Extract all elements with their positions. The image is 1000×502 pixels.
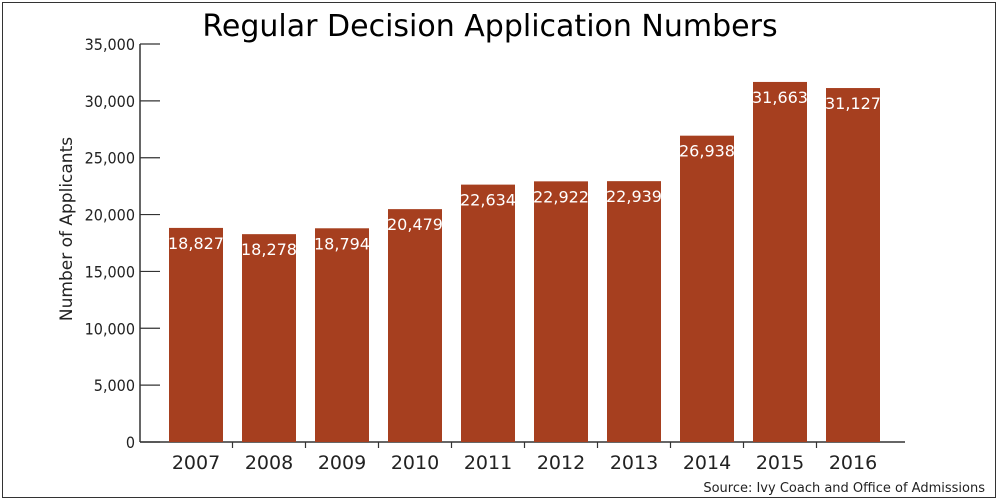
y-tick-label: 25,000 <box>85 149 135 168</box>
data-labels: 18,827 18,278 18,794 20,479 22,634 22,922 22,9… <box>168 88 881 259</box>
y-axis-label: Number of Applicants <box>57 137 77 321</box>
x-tick-label: 2016 <box>829 452 877 474</box>
data-label-2010: 20,479 <box>387 215 443 234</box>
data-label-2011: 22,634 <box>460 191 516 210</box>
x-tick-label: 2008 <box>245 452 293 474</box>
data-label-2012: 22,922 <box>533 187 589 206</box>
source-note: Source: Ivy Coach and Office of Admissio… <box>703 481 985 496</box>
data-label-2014: 26,938 <box>679 142 735 161</box>
x-tick-label: 2014 <box>683 452 731 474</box>
x-tick-label: 2011 <box>464 452 512 474</box>
x-tick-label: 2007 <box>172 452 220 474</box>
x-tick-label: 2013 <box>610 452 658 474</box>
x-tick-label: 2010 <box>391 452 439 474</box>
bar-2008 <box>242 234 296 442</box>
y-tick-label: 5,000 <box>94 376 135 395</box>
bar-2009 <box>315 228 369 442</box>
y-tick-label: 20,000 <box>85 206 135 225</box>
bar-2011 <box>461 184 515 442</box>
data-label-2007: 18,827 <box>168 234 224 253</box>
data-label-2009: 18,794 <box>314 234 370 253</box>
bars <box>169 81 880 443</box>
data-label-2013: 22,939 <box>606 187 662 206</box>
data-label-2016: 31,127 <box>825 94 881 113</box>
x-axis: 2007 2008 2009 2010 2011 2012 2013 2014 2015 2016 <box>140 441 905 474</box>
bar-2016 <box>826 88 880 443</box>
bar-2010 <box>388 209 442 442</box>
x-tick-label: 2009 <box>318 452 366 474</box>
bar-2012 <box>534 181 588 442</box>
data-label-2015: 31,663 <box>752 88 808 107</box>
y-axis: 0 5,000 10,000 15,000 20,000 25,000 30,000 35,0… <box>85 35 160 452</box>
x-tick-label: 2012 <box>537 452 585 474</box>
y-tick-label: 30,000 <box>85 92 135 111</box>
y-tick-label: 15,000 <box>85 262 135 281</box>
y-tick-label: 35,000 <box>85 35 135 54</box>
x-tick-label: 2015 <box>756 452 804 474</box>
chart-title: Regular Decision Application Numbers <box>202 9 777 44</box>
bar-2007 <box>169 227 223 442</box>
data-label-2008: 18,278 <box>241 240 297 259</box>
bar-2013 <box>607 181 661 442</box>
y-tick-label: 0 <box>126 433 135 452</box>
bar-2014 <box>680 135 734 442</box>
bar-2015 <box>753 81 807 442</box>
y-tick-label: 10,000 <box>85 319 135 338</box>
